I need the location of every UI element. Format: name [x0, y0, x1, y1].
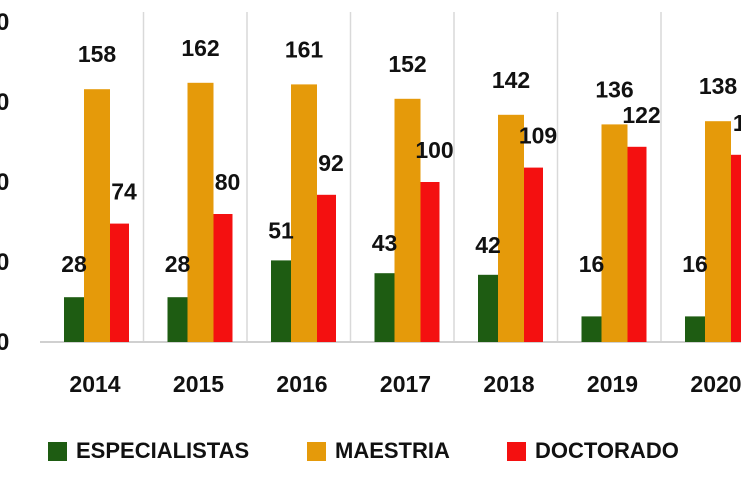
bar-doctorado-2016 [317, 194, 336, 342]
x-tick-label-2018: 2018 [483, 371, 534, 397]
bar-doctorado-2018 [524, 167, 543, 342]
legend-label-especialistas: ESPECIALISTAS [76, 438, 250, 463]
data-label-especialistas-2016: 51 [268, 217, 294, 243]
bar-maestria-2020 [705, 121, 731, 342]
bar-doctorado-2015 [213, 214, 233, 342]
grid-lines [142, 12, 662, 342]
data-label-maestria-2017: 152 [388, 51, 426, 77]
y-tick-label: 0 [0, 329, 9, 356]
legend-item-doctorado: DOCTORADO [507, 438, 679, 464]
bar-especialistas-2019 [581, 316, 602, 342]
data-label-especialistas-2020: 16 [682, 251, 708, 277]
y-tick-label: 0 [0, 9, 9, 36]
bar-doctorado-2014 [110, 223, 129, 342]
data-label-especialistas-2014: 28 [61, 251, 87, 277]
x-tick-label-2019: 2019 [587, 371, 638, 397]
data-label-especialistas-2018: 42 [475, 232, 501, 258]
bar-especialistas-2016 [271, 260, 291, 342]
y-tick-label: 0 [0, 89, 9, 116]
data-label-doctorado-2019: 122 [622, 102, 660, 128]
data-label-doctorado-2014: 74 [111, 179, 137, 205]
x-tick-label-2020: 2020 [690, 371, 741, 397]
legend-swatch-especialistas [48, 441, 67, 461]
data-label-maestria-2014: 158 [78, 41, 117, 67]
y-tick-label: 0 [0, 249, 9, 276]
data-label-maestria-2020: 138 [699, 73, 738, 99]
data-label-doctorado-2018: 109 [519, 123, 557, 149]
legend-swatch-doctorado [507, 441, 526, 461]
bar-especialistas-2015 [167, 297, 188, 342]
y-tick-label: 0 [0, 169, 9, 196]
legend: ESPECIALISTAS MAESTRIA DOCTORADO [0, 438, 741, 474]
bar-especialistas-2020 [685, 316, 705, 342]
legend-label-doctorado: DOCTORADO [535, 438, 679, 463]
legend-swatch-maestria [307, 441, 326, 461]
bar-doctorado-2020 [731, 154, 741, 342]
legend-label-maestria: MAESTRIA [335, 438, 450, 463]
data-label-maestria-2016: 161 [285, 36, 324, 62]
bar-maestria-2019 [601, 124, 628, 343]
bars [64, 82, 741, 343]
bar-maestria-2018 [498, 114, 524, 342]
x-tick-label-2015: 2015 [173, 371, 224, 397]
bar-maestria-2016 [291, 84, 317, 343]
data-label-especialistas-2017: 43 [372, 230, 398, 256]
data-label-doctorado-2016: 92 [318, 150, 344, 176]
x-tick-label-2016: 2016 [276, 371, 327, 397]
data-label-maestria-2019: 136 [595, 76, 633, 102]
y-axis-tick-labels: 0 0 0 0 0 [0, 9, 9, 356]
bar-maestria-2014 [84, 89, 110, 342]
x-tick-label-2017: 2017 [380, 371, 431, 397]
bar-maestria-2015 [187, 82, 214, 343]
data-label-doctorado-2015: 80 [215, 169, 241, 195]
data-label-especialistas-2019: 16 [579, 251, 605, 277]
x-axis-tick-labels: 2014 2015 2016 2017 2018 2019 2020 [69, 371, 741, 397]
data-labels: 28 158 74 28 162 80 51 161 92 43 152 100 42 142 109 16 1… [61, 35, 741, 277]
x-tick-label-2014: 2014 [69, 371, 120, 397]
bar-doctorado-2019 [627, 146, 647, 342]
data-label-doctorado-2017: 100 [415, 137, 453, 163]
data-label-doctorado-2020: 11 [733, 110, 741, 136]
data-label-especialistas-2015: 28 [165, 251, 191, 277]
bar-doctorado-2017 [420, 182, 440, 342]
data-label-maestria-2018: 142 [492, 67, 530, 93]
legend-item-especialistas: ESPECIALISTAS [48, 438, 249, 464]
legend-item-maestria: MAESTRIA [307, 438, 450, 464]
bar-especialistas-2014 [64, 297, 84, 342]
bar-especialistas-2017 [374, 273, 395, 342]
bar-especialistas-2018 [478, 274, 498, 342]
bar-maestria-2017 [394, 98, 421, 342]
bar-chart: 0 0 0 0 0 28 158 74 28 162 80 51 161 92 43 152 100 42 142… [0, 9, 741, 397]
data-label-maestria-2015: 162 [181, 35, 219, 61]
